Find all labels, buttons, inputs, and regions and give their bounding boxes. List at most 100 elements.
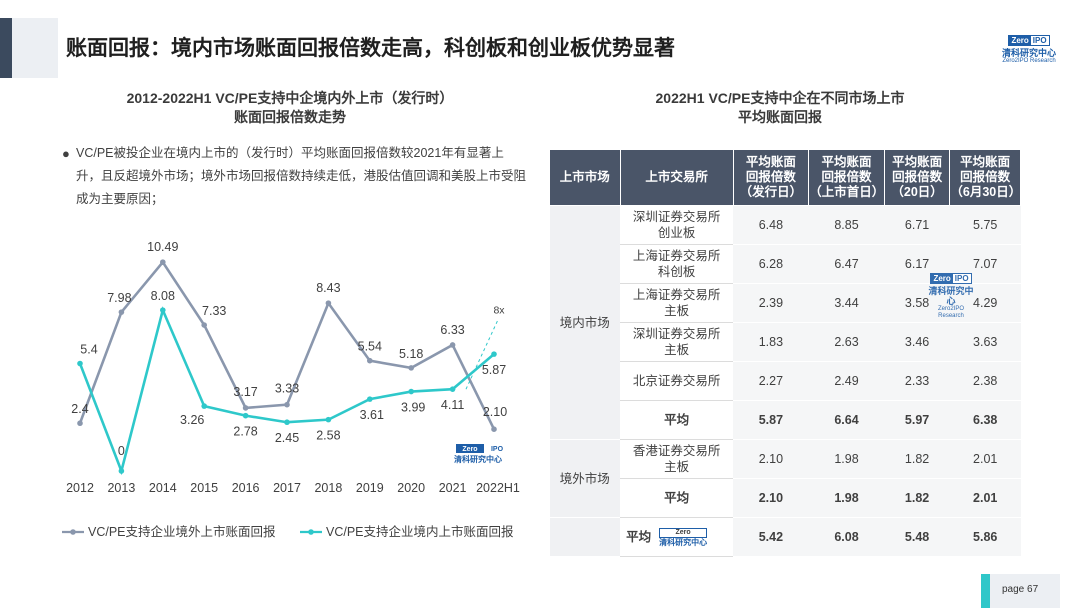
watermark-badge-text-right: IPO bbox=[491, 446, 504, 453]
header-line: 回报倍数 bbox=[892, 170, 943, 184]
value-cell: 5.75 bbox=[949, 205, 1021, 245]
exchange-cell: 香港证券交易所 主板 bbox=[620, 439, 734, 479]
value-cell: 2.38 bbox=[949, 361, 1021, 401]
data-label: 2.78 bbox=[233, 425, 257, 439]
value-cell: 6.71 bbox=[884, 205, 950, 245]
legend-marker bbox=[70, 529, 76, 535]
data-label: 4.11 bbox=[441, 398, 464, 412]
data-label: 3.33 bbox=[275, 382, 299, 396]
header-line: 平均账面 bbox=[745, 155, 796, 169]
data-label: 5.18 bbox=[399, 347, 423, 361]
data-point bbox=[77, 360, 83, 367]
value-cell: 6.38 bbox=[949, 400, 1021, 440]
value-cell: 2.10 bbox=[733, 439, 809, 479]
table-row: 平均 2.10 1.98 1.82 2.01 bbox=[550, 478, 1021, 518]
zero2ipo-logo: Zero IPO 清科研究中心 Zero2IPO Research bbox=[1001, 35, 1056, 64]
market-group-cell: 境外市场 bbox=[549, 439, 621, 518]
x-tick-label: 2017 bbox=[273, 481, 301, 495]
bullet-icon: ● bbox=[62, 146, 70, 161]
market-returns-table: 上市市场 上市交易所 平均账面 回报倍数 （发行日） 平均账面 回报倍数 （上市首日） 平均账面… bbox=[549, 149, 1021, 557]
total-value-cell: 5.48 bbox=[884, 517, 950, 557]
value-cell: 2.01 bbox=[949, 478, 1021, 518]
value-cell: 1.82 bbox=[884, 439, 950, 479]
x-tick-label: 2014 bbox=[149, 481, 177, 495]
value-cell: 3.58 bbox=[884, 283, 950, 323]
data-point bbox=[160, 259, 166, 265]
table-watermark-logo: Zero IPO 清科研究中心 Zero2IPO Research bbox=[928, 273, 974, 319]
data-point bbox=[367, 396, 373, 402]
total-blank-cell bbox=[549, 517, 621, 557]
table-row: 深圳证券交易所 主板 1.83 2.63 3.46 3.63 bbox=[550, 322, 1021, 362]
value-cell: 3.46 bbox=[884, 322, 950, 362]
data-label: 3.61 bbox=[360, 408, 384, 422]
x-tick-label: 2020 bbox=[397, 481, 425, 495]
exchange-cell: 深圳证券交易所 主板 bbox=[620, 322, 734, 362]
data-label: 0 bbox=[118, 444, 125, 458]
value-cell: 2.01 bbox=[949, 439, 1021, 479]
header-line: 上市交易所 bbox=[645, 170, 708, 184]
table-row: 上海证券交易所 科创板 6.28 6.47 6.17 7.07 bbox=[550, 244, 1021, 284]
value-cell: 6.64 bbox=[808, 400, 885, 440]
value-cell: 2.10 bbox=[733, 478, 809, 518]
data-point bbox=[284, 401, 290, 408]
data-label: 3.26 bbox=[180, 413, 204, 427]
chart-description: ● VC/PE被投企业在境内上市的（发行时）平均账面回报倍数较2021年有显著上… bbox=[62, 142, 526, 211]
data-point bbox=[408, 365, 415, 371]
x-tick-label: 2013 bbox=[107, 481, 135, 495]
data-point bbox=[201, 403, 207, 409]
value-cell: 5.87 bbox=[733, 400, 809, 440]
value-cell: 3.44 bbox=[808, 283, 885, 323]
x-tick-label: 2021 bbox=[439, 481, 467, 495]
data-point bbox=[284, 419, 290, 426]
left-chart-title: 2012-2022H1 VC/PE支持中企境内外上市（发行时） 账面回报倍数走势 bbox=[126, 90, 454, 125]
data-label: 3.17 bbox=[233, 385, 257, 399]
data-label: 3.99 bbox=[401, 401, 425, 415]
data-label: 2.58 bbox=[316, 429, 340, 443]
table-header-cell: 平均账面 回报倍数 （发行日） bbox=[732, 149, 810, 206]
header-line: 上市市场 bbox=[559, 170, 610, 184]
title-bar: 账面回报：境内市场账面回报倍数走高，科创板和创业板优势显著 bbox=[0, 18, 1060, 78]
page-number-box bbox=[990, 574, 1060, 608]
table-row: 平均 5.87 6.64 5.97 6.38 bbox=[550, 400, 1021, 440]
value-cell: 2.27 bbox=[733, 361, 809, 401]
header-line: 平均账面 bbox=[892, 155, 943, 169]
page-title: 账面回报：境内市场账面回报倍数走高，科创板和创业板优势显著 bbox=[66, 37, 675, 60]
data-point bbox=[491, 426, 497, 432]
value-cell: 1.83 bbox=[733, 322, 809, 362]
value-cell: 2.33 bbox=[884, 361, 950, 401]
data-point bbox=[325, 416, 332, 423]
value-cell: 8.85 bbox=[808, 205, 885, 245]
x-tick-label: 2015 bbox=[190, 481, 218, 495]
data-point bbox=[77, 420, 83, 427]
data-label: 2.4 bbox=[71, 402, 88, 416]
header-line: 回报倍数 bbox=[960, 170, 1011, 184]
data-label: 8.43 bbox=[316, 281, 340, 295]
header-line: 平均账面 bbox=[821, 155, 872, 169]
header-line: 平均账面 bbox=[960, 155, 1011, 169]
watermark-badge-text: Zero bbox=[462, 446, 477, 453]
table-row: 北京证券交易所 2.27 2.49 2.33 2.38 bbox=[550, 361, 1021, 401]
x-tick-label: 2016 bbox=[232, 481, 260, 495]
total-value-cell: 6.08 bbox=[808, 517, 885, 557]
exchange-cell: 平均 bbox=[620, 400, 734, 440]
total-value-cell: 5.42 bbox=[733, 517, 809, 557]
data-point bbox=[201, 322, 207, 328]
exchange-cell: 北京证券交易所 bbox=[620, 361, 734, 401]
x-tick-label: 2018 bbox=[314, 481, 342, 495]
value-cell: 6.28 bbox=[733, 244, 809, 284]
data-point bbox=[449, 386, 456, 392]
table-row: 境外市场 香港证券交易所 主板 2.10 1.98 1.82 2.01 bbox=[549, 439, 1021, 518]
value-cell: 1.98 bbox=[808, 478, 885, 518]
total-value-cell: 5.86 bbox=[949, 517, 1021, 557]
header-line: 回报倍数 bbox=[821, 170, 872, 184]
table-row: 境内市场 深圳证券交易所 创业板 6.48 8.85 6.71 5.75 bbox=[549, 205, 1021, 440]
data-label: 10.49 bbox=[147, 240, 178, 254]
table-row: 上海证券交易所 主板 2.39 3.44 3.58 4.29 bbox=[550, 283, 1021, 323]
data-label: 8.08 bbox=[151, 289, 175, 303]
data-point bbox=[160, 307, 166, 313]
data-label: 2.10 bbox=[483, 405, 507, 419]
value-cell: 6.47 bbox=[808, 244, 885, 284]
value-cell: 2.49 bbox=[808, 361, 885, 401]
